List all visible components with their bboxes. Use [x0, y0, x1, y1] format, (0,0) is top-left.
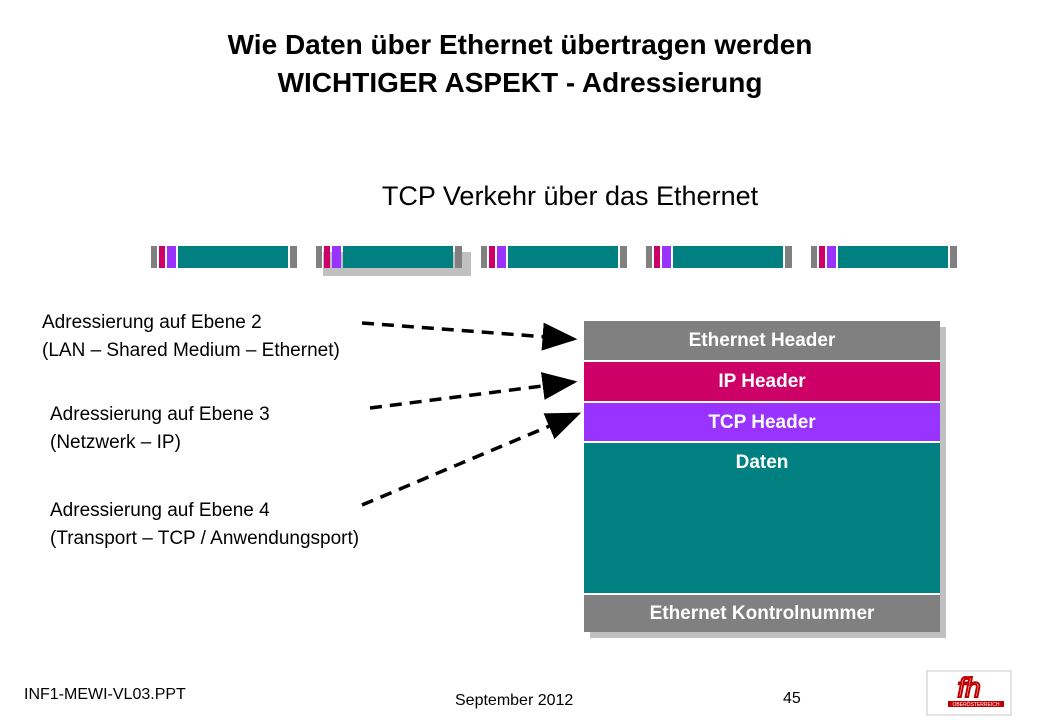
data-block: Daten [584, 443, 940, 594]
ethernet-header-block: Ethernet Header [584, 321, 940, 361]
ethernet-frame-5 [811, 246, 957, 268]
ethernet-frame-2 [316, 246, 471, 276]
label-ebene-3: Adressierung auf Ebene 3 (Netzwerk – IP) [50, 401, 270, 457]
label-ebene-2-line-1: Adressierung auf Ebene 2 [42, 312, 262, 333]
label-ebene-3-line-2: (Netzwerk – IP) [50, 432, 181, 453]
slide-subtitle: TCP Verkehr über das Ethernet [381, 181, 759, 211]
title-line-2: WICHTIGER ASPEKT - Adressierung [277, 67, 763, 98]
footer-page-number: 45 [783, 690, 801, 707]
ethernet-trailer-block: Ethernet Kontrolnummer [584, 595, 940, 632]
tcp-header-block: TCP Header [584, 403, 940, 442]
fh-logo-icon: fh OBERÖSTERREICH [926, 670, 1012, 716]
ethernet-frame-3 [481, 246, 627, 268]
footer-date: September 2012 [455, 692, 574, 709]
ethernet-frame-1 [151, 246, 297, 268]
logo-text: fh [957, 672, 980, 703]
arrow-ebene-4 [361, 412, 582, 507]
packet-structure: Ethernet Header IP Header TCP Header Dat… [584, 321, 940, 632]
arrow-ebene-3 [369, 372, 578, 410]
label-ebene-3-line-1: Adressierung auf Ebene 3 [50, 404, 270, 425]
footer-file: INF1-MEWI-VL03.PPT [24, 686, 186, 703]
arrow-ebene-2 [361, 321, 578, 351]
slide-title: Wie Daten über Ethernet übertragen werde… [0, 26, 1040, 102]
ip-header-block: IP Header [584, 362, 940, 402]
label-ebene-4-line-1: Adressierung auf Ebene 4 [50, 500, 270, 521]
ethernet-frame-4 [646, 246, 792, 268]
title-line-1: Wie Daten über Ethernet übertragen werde… [227, 29, 813, 60]
label-ebene-4: Adressierung auf Ebene 4 (Transport – TC… [50, 497, 359, 553]
label-ebene-4-line-2: (Transport – TCP / Anwendungsport) [50, 528, 360, 549]
logo-subtext: OBERÖSTERREICH [953, 701, 1000, 708]
label-ebene-2-line-2: (LAN – Shared Medium – Ethernet) [42, 340, 340, 361]
label-ebene-2: Adressierung auf Ebene 2 (LAN – Shared M… [42, 309, 340, 365]
